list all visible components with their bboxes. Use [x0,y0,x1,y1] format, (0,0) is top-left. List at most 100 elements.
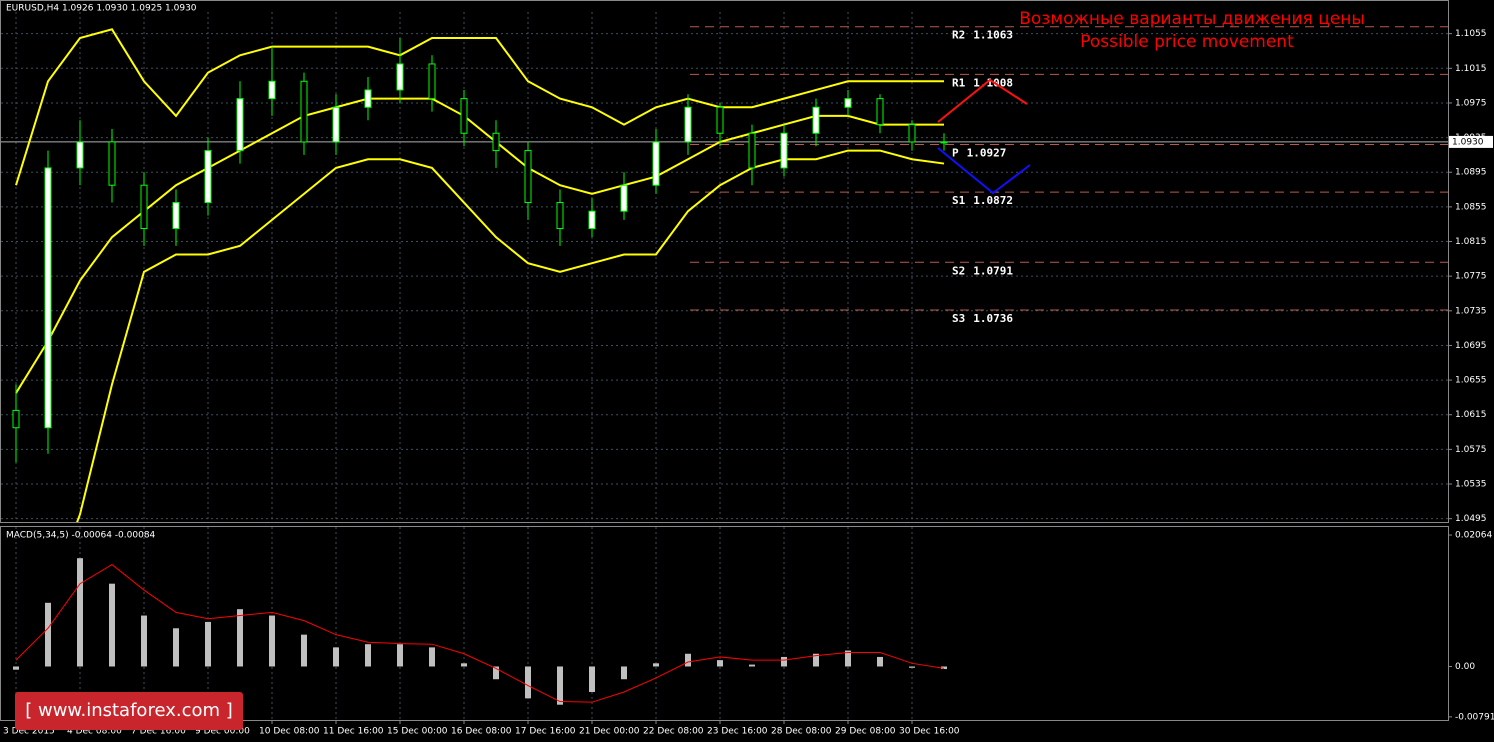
y-tick-label: 0.00 [1455,662,1475,672]
y-tick-label: 1.0615 [1455,410,1487,420]
candle-body [12,409,20,429]
candle-body [204,150,212,204]
pivot-label: S1 1.0872 [952,194,1013,207]
x-tick-label: 7 Dec 16:00 [131,727,186,737]
candle-body [588,210,596,230]
candle-body [492,132,500,152]
candle-body [364,89,372,108]
macd-bar [13,666,19,670]
macd-bar [525,666,531,699]
x-tick-label: 11 Dec 16:00 [323,727,384,737]
price-plot [1,12,1448,522]
candle-body [460,98,468,134]
candle-body [268,80,276,100]
candle-body [684,106,692,143]
x-tick-label: 21 Dec 00:00 [579,727,640,737]
pivot-name: S1 [952,194,966,207]
signal-line [15,563,945,703]
macd-bar [301,634,307,667]
pivot-label: P 1.0927 [952,147,1006,160]
y-tick-label: 1.0815 [1455,237,1487,247]
macd-bar [685,653,691,667]
y-tick-label: 1.1055 [1455,29,1487,39]
y-tick-label: 1.0495 [1455,514,1487,524]
macd-bar [813,653,819,667]
candle-body [620,184,628,212]
y-tick-label: 1.0775 [1455,272,1487,282]
pivot-label: S2 1.0791 [952,264,1013,277]
macd-bar [717,660,723,667]
scenario-down [937,147,1031,195]
last-price-box [1449,135,1493,148]
macd-bar [557,666,563,705]
x-tick-label: 16 Dec 08:00 [451,727,512,737]
candle-body [332,106,340,143]
x-tick-label: 9 Dec 00:00 [195,727,250,737]
pivot-name: R2 [952,29,965,42]
macd-bar [845,650,851,667]
pivot-name: P [952,147,959,160]
candle-body [236,98,244,152]
last-price-label: 1.0930 [1452,137,1484,147]
x-tick-label: 22 Dec 08:00 [643,727,704,737]
y-tick-label: 1.1015 [1455,64,1487,74]
pivot-value: 1.0872 [973,194,1013,207]
candle-body [748,132,756,169]
macd-bar [941,666,947,670]
macd-bar [45,602,51,667]
pivot-value: 1.0927 [967,147,1007,160]
x-tick-label: 29 Dec 08:00 [835,727,896,737]
candle-body [172,202,180,230]
pivot-value: 1.0736 [973,312,1013,325]
y-tick-label: 1.0535 [1455,480,1487,490]
macd-bar [333,647,339,667]
y-tick-label: 1.0695 [1455,341,1487,351]
y-tick-label: 1.0735 [1455,306,1487,316]
annotation-en: Possible price movement [1080,32,1294,52]
y-tick-label: 0.02064 [1455,531,1492,541]
pivot-name: R1 [952,76,966,89]
macd-frame [0,526,1449,721]
scenario-up [937,78,1028,123]
band-upper [15,28,944,186]
macd-bar [429,647,435,667]
candle-body [652,141,660,186]
macd-bar [141,615,147,667]
y-tick-label: -0.00791 [1455,712,1494,722]
macd-bar [205,621,211,667]
macd-bar [589,666,595,692]
pivot-value: 1.0791 [973,264,1013,277]
macd-bar [621,666,627,680]
x-tick-label: 30 Dec 16:00 [899,727,960,737]
candle-body [876,98,884,126]
macd-bar [269,615,275,667]
candle-body [556,202,564,230]
macd-bar [365,644,371,667]
price-frame [0,0,1449,523]
macd-bar [461,663,467,667]
candle-body [844,98,852,108]
candle-body [780,132,788,169]
macd-bar [909,666,915,668]
macd-bar [749,664,755,667]
macd-bar [493,666,499,680]
y-tick-label: 1.0975 [1455,98,1487,108]
pivot-label: S3 1.0736 [952,312,1013,325]
macd-bar [77,558,83,667]
x-tick-label: 4 Dec 08:00 [67,727,122,737]
candle-body [716,106,724,134]
candle-body [140,184,148,230]
macd-bar [173,628,179,667]
candle-body [428,63,436,100]
candle-body [940,141,948,144]
macd-bar [653,663,659,667]
macd-bar [781,656,787,667]
candle-body [44,167,52,429]
y-tick-label: 1.0855 [1455,202,1487,212]
pivot-name: S2 [952,264,965,277]
price-title: EURUSD,H4 1.0926 1.0930 1.0925 1.0930 [6,4,197,14]
y-tick-label: 1.0895 [1455,168,1487,178]
annotation-ru: Возможные варианты движения цены [1019,9,1365,29]
macd-plot [13,527,947,720]
